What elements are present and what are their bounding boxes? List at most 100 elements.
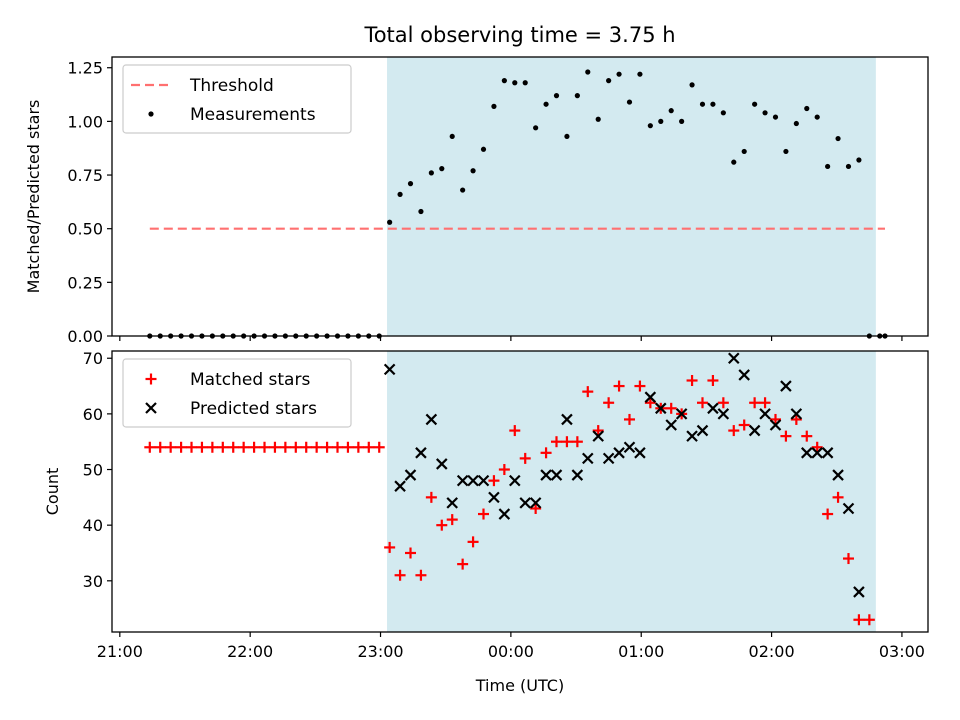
ratio-y-tick-label-4: 1.00 — [67, 112, 103, 131]
count-point-1-38-b — [780, 380, 792, 392]
ratio-point-0-48 — [647, 123, 653, 129]
count-observing-interval — [387, 351, 876, 632]
count-point-1-22-b — [613, 447, 625, 459]
count-point-0-43 — [592, 425, 604, 437]
count-point-1-13-b — [519, 497, 531, 509]
count-point-1-33-b — [727, 352, 740, 365]
count-point-0-8 — [227, 441, 239, 453]
ratio-point-0-46 — [626, 99, 633, 105]
count-point-1-28 — [675, 408, 688, 420]
count-point-1-38 — [780, 380, 792, 392]
count-point-1-10 — [488, 491, 500, 504]
count-point-0-39 — [550, 436, 562, 448]
ratio-point-0-58 — [752, 101, 758, 107]
x-tick-label-3: 00:00 — [488, 642, 534, 661]
ratio-point-0-23 — [387, 219, 393, 225]
count-point-1-5-b — [436, 458, 448, 470]
count-point-0-56 — [728, 425, 740, 437]
ratio-series-0 — [147, 69, 888, 339]
count-point-0-42 — [582, 386, 594, 398]
ratio-point-0-64 — [814, 114, 820, 120]
count-point-0-2 — [165, 441, 177, 453]
count-point-1-26-b — [655, 402, 667, 415]
chart-title: Total observing time = 3.75 h — [363, 23, 675, 47]
ratio-point-0-63 — [804, 105, 810, 112]
count-y-tick-label-2: 50 — [83, 461, 103, 480]
count-point-1-27-b — [665, 419, 677, 431]
x-tick-label-1: 22:00 — [227, 642, 273, 661]
count-point-0-15 — [300, 441, 312, 453]
count-point-0-58 — [749, 397, 761, 409]
count-point-1-30 — [696, 424, 709, 437]
ratio-point-0-34 — [501, 78, 507, 84]
ratio-point-0-44 — [606, 78, 612, 84]
ratio-point-0-40 — [564, 133, 570, 140]
count-series-0 — [144, 374, 875, 626]
ratio-point-0-68 — [856, 157, 862, 163]
ratio-point-0-60 — [772, 114, 779, 120]
ratio-point-0-65 — [825, 163, 831, 170]
count-point-1-30-b — [696, 424, 709, 437]
count-point-0-54 — [707, 374, 719, 386]
count-point-1-41 — [811, 447, 823, 459]
ratio-point-0-67 — [845, 163, 852, 170]
count-point-0-31 — [467, 536, 479, 548]
count-point-0-30 — [457, 558, 469, 570]
count-point-0-10 — [248, 441, 260, 453]
ratio-legend: Threshold Measurements — [122, 64, 352, 134]
count-point-1-34-b — [738, 369, 750, 381]
count-point-0-17 — [321, 441, 333, 453]
count-point-1-9-b — [477, 474, 490, 487]
count-point-1-35-b — [748, 424, 761, 437]
count-point-1-28-b — [675, 408, 688, 420]
count-point-0-37 — [530, 502, 542, 514]
count-point-1-45 — [853, 586, 865, 598]
count-point-1-22 — [613, 447, 625, 459]
ratio-panel: 0.00 0.25 0.50 0.75 1.00 1.25 Matched/Predicte… — [24, 56, 929, 346]
count-point-0-66 — [832, 491, 844, 503]
count-point-1-7 — [456, 474, 469, 487]
count-point-1-37-b — [769, 419, 782, 431]
count-point-1-34 — [738, 369, 750, 381]
count-point-1-3 — [415, 447, 427, 459]
ratio-point-0-41 — [574, 93, 580, 99]
ratio-point-0-26 — [418, 208, 424, 215]
ratio-point-0-28 — [439, 166, 445, 172]
count-point-0-20 — [352, 441, 364, 453]
count-point-1-4 — [425, 413, 438, 426]
x-tick-label-0: 21:00 — [97, 642, 143, 661]
count-point-1-25-b — [644, 391, 657, 403]
count-point-1-12 — [509, 474, 521, 487]
x-tick-label-5: 02:00 — [749, 642, 795, 661]
count-point-0-14 — [290, 441, 302, 453]
count-point-1-19 — [582, 452, 594, 465]
ratio-point-0-53 — [699, 101, 706, 107]
count-point-0-55 — [717, 397, 729, 409]
count-point-0-0 — [144, 441, 156, 453]
ratio-point-0-36 — [522, 80, 528, 86]
count-point-1-33 — [727, 352, 740, 365]
count-point-1-15-b — [540, 469, 552, 481]
count-point-0-67 — [842, 553, 854, 565]
ratio-point-0-61 — [783, 148, 789, 155]
count-point-1-39-b — [790, 408, 803, 420]
count-point-0-57 — [738, 419, 750, 431]
count-point-0-68 — [853, 614, 865, 626]
count-point-1-8-b — [467, 474, 479, 487]
count-point-1-23 — [623, 441, 636, 454]
count-axes-frame — [111, 350, 929, 633]
count-point-0-40 — [561, 436, 573, 448]
count-point-1-37 — [769, 419, 782, 431]
count-point-0-16 — [311, 441, 323, 453]
count-point-1-14 — [529, 497, 542, 509]
ratio-point-0-51 — [679, 118, 685, 124]
ratio-point-0-31 — [470, 168, 476, 174]
ratio-point-0-39 — [553, 93, 560, 99]
ratio-legend-label-1: Measurements — [190, 105, 316, 125]
count-panel: 30 40 50 60 70 21:00 22:00 23:00 00:00 01:00 02:00… — [43, 349, 929, 661]
count-point-1-14-b — [529, 497, 542, 509]
ratio-point-0-62 — [793, 120, 799, 127]
count-point-0-13 — [279, 441, 291, 453]
count-point-0-34 — [498, 464, 510, 476]
